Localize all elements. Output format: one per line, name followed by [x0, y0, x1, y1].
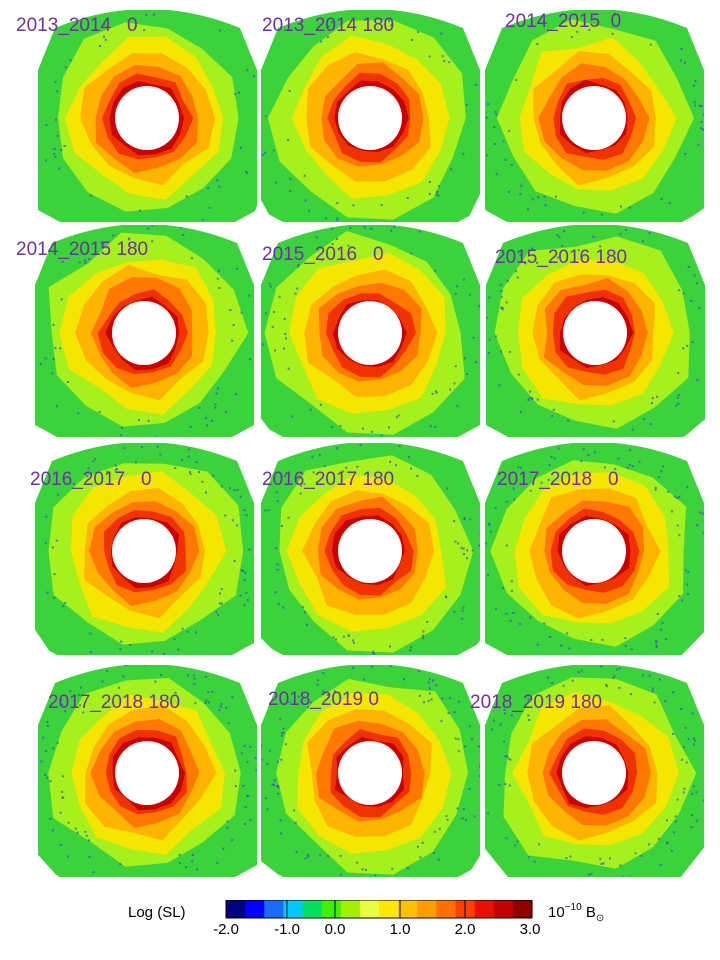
coronagraph-image — [261, 443, 480, 655]
coronagraph-panel — [32, 225, 257, 443]
panel-label: 2018_2019 0 — [268, 689, 379, 710]
panel-label: 2016_2017 180 — [262, 469, 395, 490]
coronagraph-image — [261, 665, 480, 877]
coronagraph-panel — [32, 443, 257, 661]
coronagraph-image — [38, 10, 257, 222]
coronagraph-panel — [482, 10, 707, 228]
panel-label: 2016_2017 0 — [30, 469, 152, 490]
panel-label: 2018_2019 180 — [470, 692, 603, 713]
coronagraph-image — [38, 665, 257, 877]
colorbar-unit-exponent: −10 — [564, 902, 582, 913]
colorbar-tick-label: 2.0 — [454, 921, 476, 938]
coronagraph-image — [261, 10, 480, 222]
colorbar-unit-base: 10 — [548, 904, 565, 921]
coronagraph-image — [485, 665, 704, 877]
panel-label: 2013_2014 180 — [262, 15, 395, 36]
colorbar-tick-label: 1.0 — [389, 921, 411, 938]
panel-label: 2015_2016 180 — [495, 247, 628, 268]
colorbar-label: Log (SL) — [128, 904, 186, 921]
panel-label: 2013_2014 0 — [16, 15, 138, 36]
panel-label: 2014_2015 180 — [16, 239, 149, 260]
colorbar-tick-label: 3.0 — [519, 921, 541, 938]
colorbar-tick-label: 0.0 — [324, 921, 346, 938]
coronagraph-panel — [35, 665, 260, 883]
coronagraph-panel — [258, 225, 483, 443]
panel-label: 2014_2015 0 — [505, 11, 622, 32]
coronagraph-panel — [482, 443, 707, 661]
coronagraph-image — [485, 443, 704, 655]
coronagraph-panel — [35, 10, 260, 228]
panel-label: 2015_2016 0 — [262, 244, 384, 265]
colorbar: Log (SL) -2.0 -1.0 0.0 1.0 2.0 3.0 10−10… — [0, 890, 720, 960]
coronagraph-panel — [482, 665, 707, 883]
colorbar-bar — [225, 900, 533, 919]
panel-label: 2017_2018 180 — [48, 692, 181, 713]
coronagraph-image — [486, 225, 705, 437]
panel-label: 2017_2018 0 — [497, 469, 619, 490]
coronagraph-image — [35, 225, 254, 437]
colorbar-unit-symbol: B — [585, 904, 596, 921]
coronagraph-panel — [483, 225, 708, 443]
coronagraph-panel — [258, 443, 483, 661]
coronagraph-image — [485, 10, 704, 222]
coronagraph-panel — [258, 10, 483, 228]
coronagraph-panel — [258, 665, 483, 883]
colorbar-unit-subscript: ⊙ — [595, 913, 605, 924]
coronagraph-image — [35, 443, 254, 655]
colorbar-tick-label: -2.0 — [213, 921, 239, 938]
coronagraph-image — [261, 225, 480, 437]
colorbar-unit: 10−10 B⊙ — [548, 902, 604, 924]
colorbar-tick-label: -1.0 — [274, 921, 300, 938]
